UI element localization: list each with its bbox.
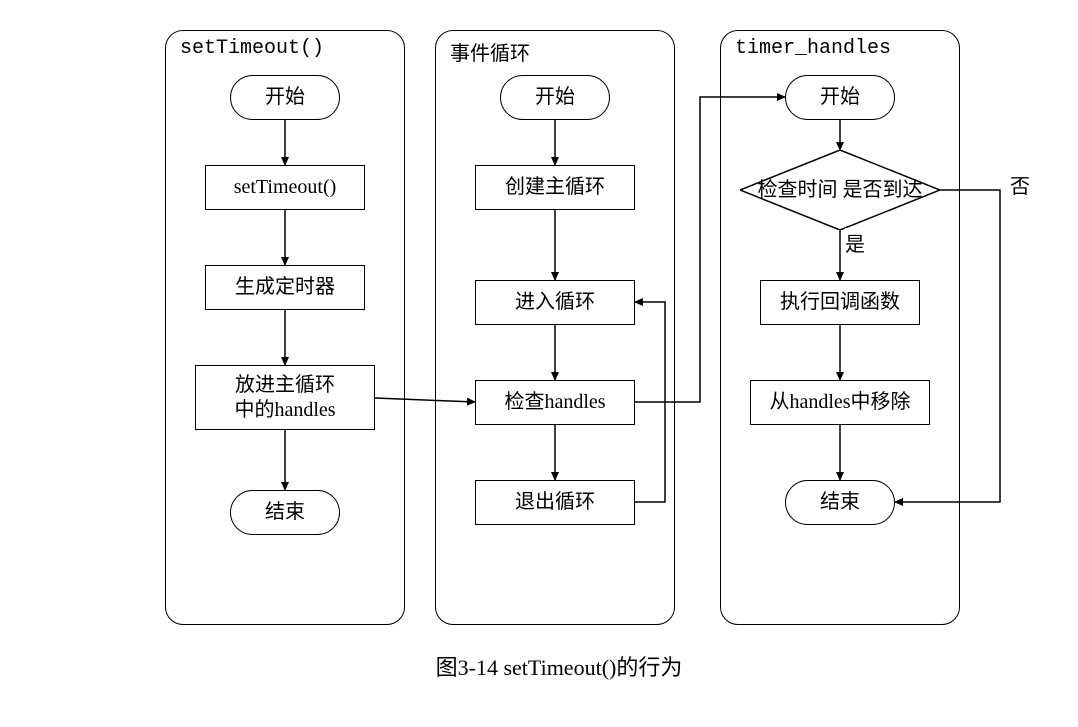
panel-title-timer-handles: timer_handles [735, 37, 891, 60]
label-no: 否 [1010, 170, 1030, 199]
diagram-canvas: setTimeout() 事件循环 timer_handles 开始 setTim… [20, 20, 1078, 707]
node-n3_start: 开始 [785, 75, 895, 120]
node-n1_st: setTimeout() [205, 165, 365, 210]
figure-caption: 图3-14 setTimeout()的行为 [20, 650, 1078, 682]
node-n3_end: 结束 [785, 480, 895, 525]
node-n3_cond: 检查时间 是否到达 [740, 150, 940, 230]
node-n2_check: 检查handles [475, 380, 635, 425]
panel-title-event-loop: 事件循环 [450, 37, 530, 67]
node-n2_start: 开始 [500, 75, 610, 120]
node-n1_start: 开始 [230, 75, 340, 120]
node-n1_end: 结束 [230, 490, 340, 535]
node-n2_enter: 进入循环 [475, 280, 635, 325]
label-yes: 是 [845, 228, 865, 257]
node-n1_put: 放进主循环 中的handles [195, 365, 375, 430]
panel-title-settimeout: setTimeout() [180, 37, 324, 60]
node-n2_exit: 退出循环 [475, 480, 635, 525]
node-text: 检查时间 是否到达 [758, 179, 923, 202]
node-n1_gen: 生成定时器 [205, 265, 365, 310]
node-n2_create: 创建主循环 [475, 165, 635, 210]
node-n3_cb: 执行回调函数 [760, 280, 920, 325]
node-n3_rm: 从handles中移除 [750, 380, 930, 425]
